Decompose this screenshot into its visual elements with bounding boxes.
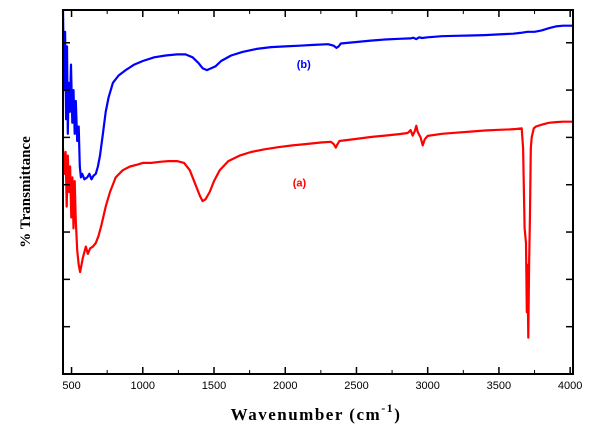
x-tick-label: 1000 [131, 380, 155, 392]
tick-layer: 500 1000 1500 2000 2500 3000 3500 4000 [62, 10, 582, 392]
annotation-label: (a) [293, 178, 307, 190]
x-tick-label: 3500 [487, 380, 511, 392]
x-tick-label: 2500 [344, 380, 368, 392]
x-tick-label: 500 [62, 380, 80, 392]
x-axis-title-superscript: -1 [381, 401, 394, 415]
x-tick-label: 2000 [273, 380, 297, 392]
series-line-0 [61, 9, 573, 181]
x-axis-title-close: ) [394, 405, 401, 424]
annotation-layer: (b) (a) [293, 59, 311, 189]
plot-frame [62, 9, 574, 375]
x-axis-title-main: Wavenumber (cm [231, 405, 382, 424]
annotation-label: (b) [297, 59, 311, 71]
y-axis-title: % Transmittance [18, 136, 34, 248]
series-line-1 [61, 120, 573, 339]
x-tick-label: 1500 [202, 380, 226, 392]
x-axis-title: Wavenumber (cm-1) [231, 401, 402, 424]
series-layer [61, 9, 573, 339]
x-tick-label: 3000 [415, 380, 439, 392]
x-tick-label: 4000 [558, 380, 582, 392]
